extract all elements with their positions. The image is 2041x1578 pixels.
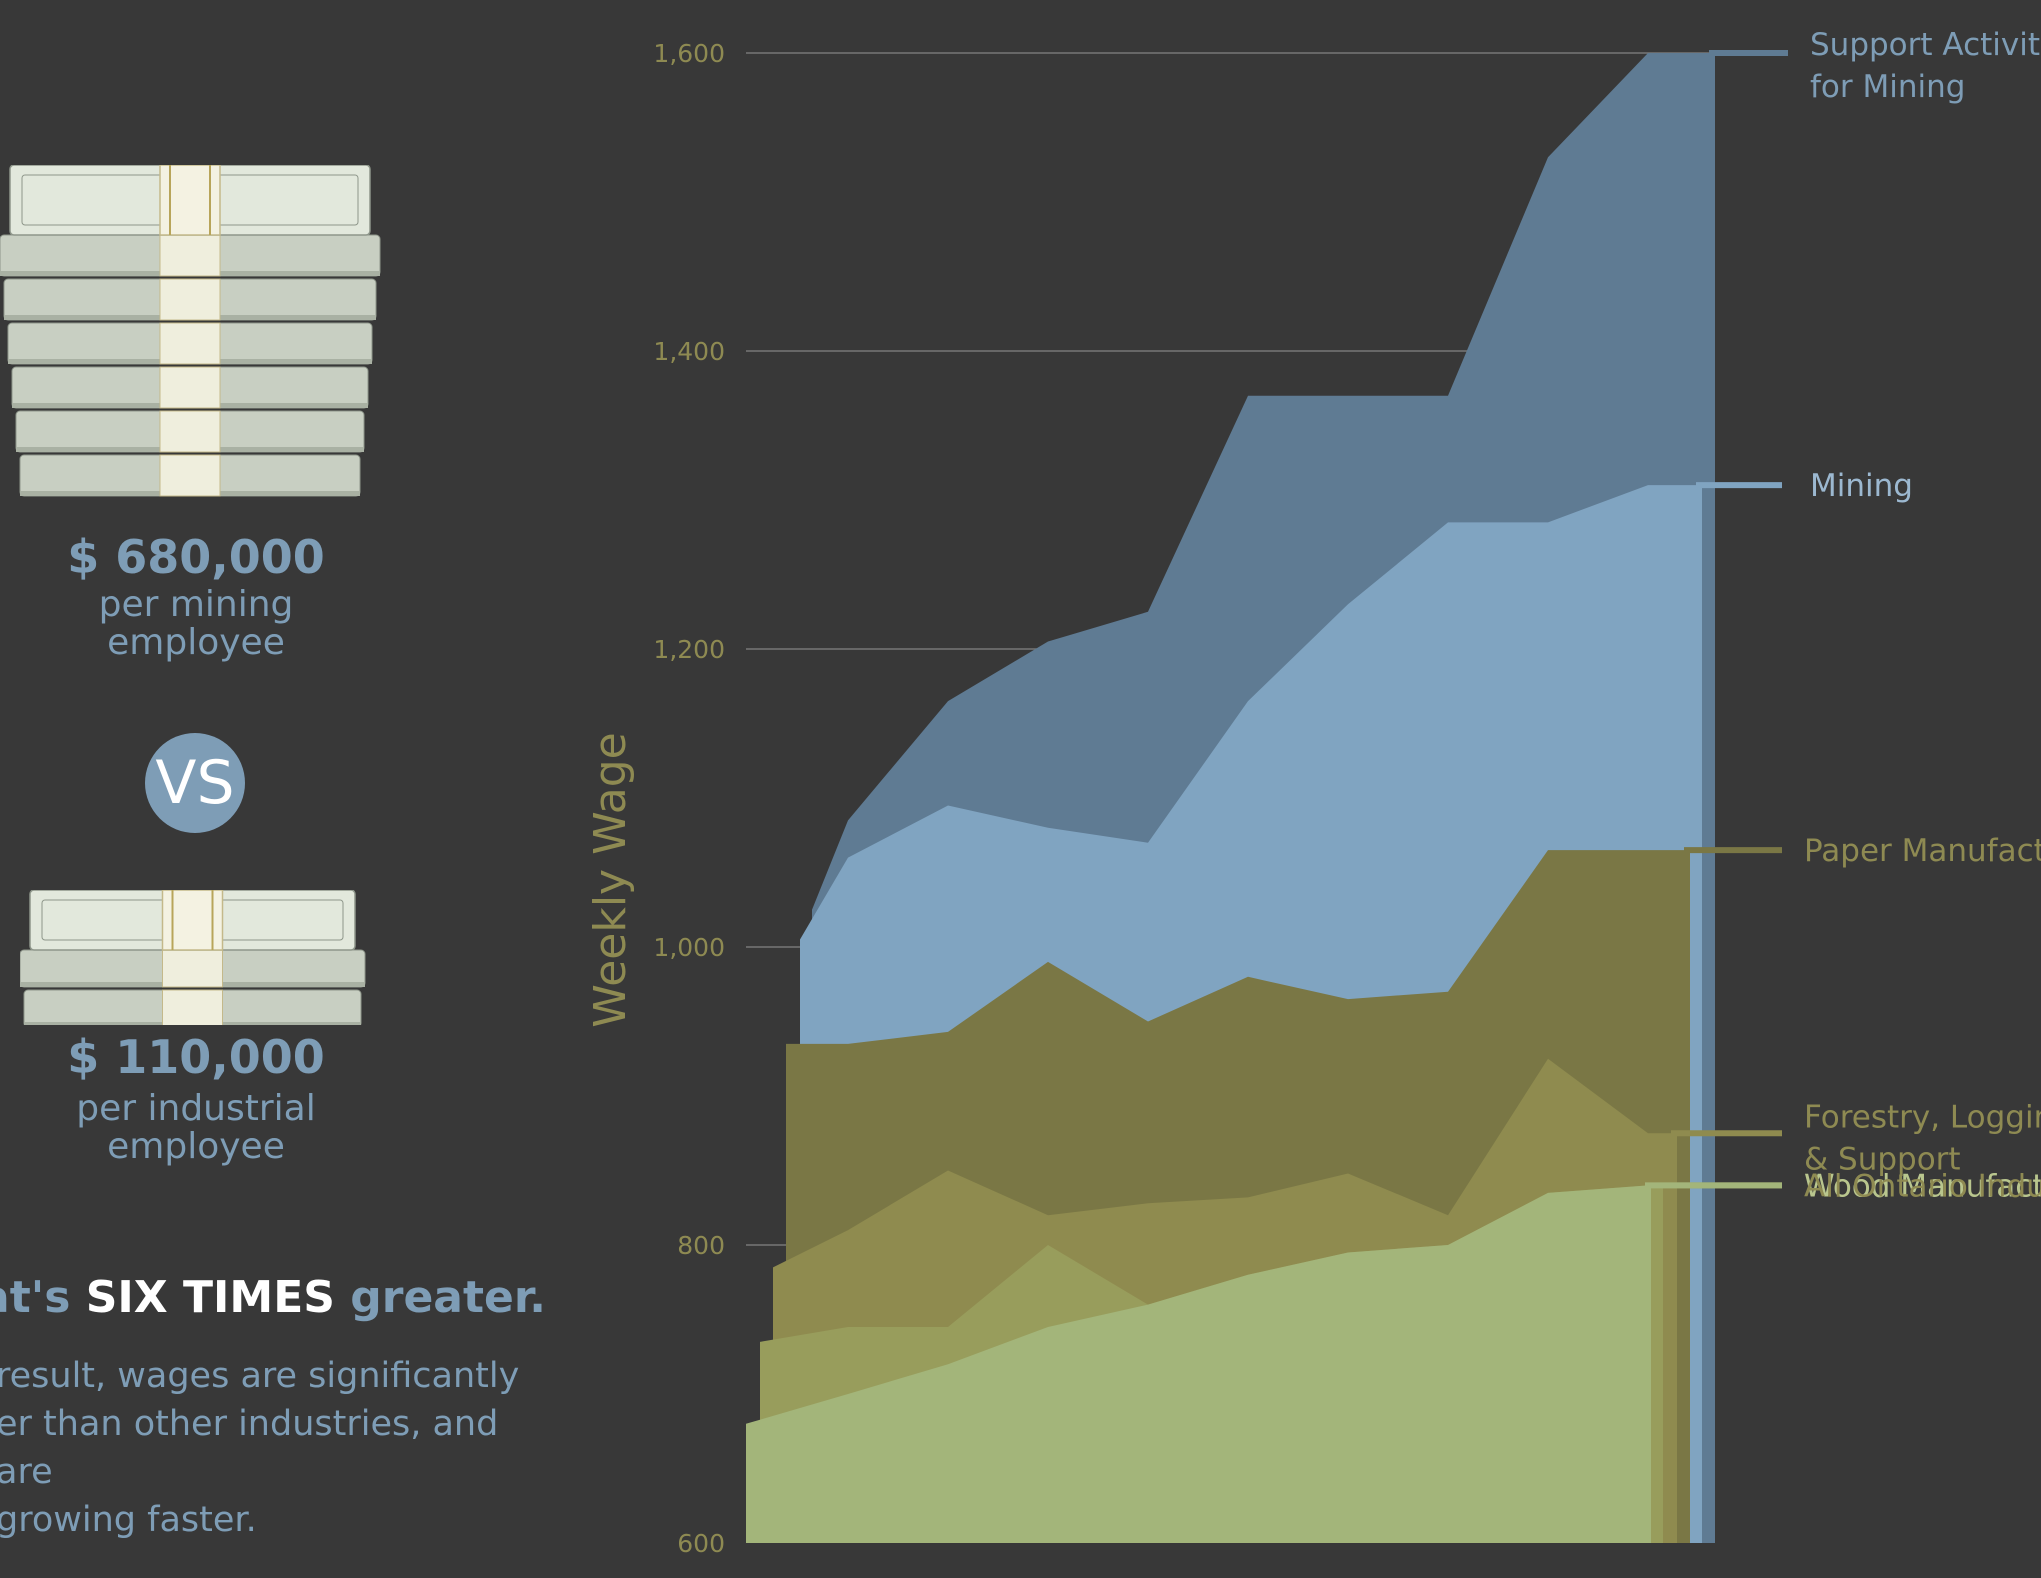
y-tick-label: 1,600 xyxy=(653,39,725,68)
y-tick-label: 1,200 xyxy=(653,635,725,664)
series-label: for Mining xyxy=(1810,69,1965,105)
tick-layer: 600 800 1,000 1,200 1,400 1,600 xyxy=(653,39,725,1558)
series-label: & Support xyxy=(1804,1141,1961,1177)
body-text: result, wages are significantly er than … xyxy=(0,1352,538,1544)
body-line: er than other industries, and are xyxy=(0,1404,499,1492)
series-label: Mining xyxy=(1810,468,1913,504)
y-axis-title: Weekly Wage xyxy=(585,732,636,1027)
headline-emphasis: SIX TIMES xyxy=(85,1272,335,1323)
label-layer: Support Activities for Mining Mining Paper … xyxy=(1804,27,2041,1204)
headline-prefix: at's xyxy=(0,1272,71,1323)
y-tick-label: 800 xyxy=(677,1231,725,1260)
area-series-5 xyxy=(746,1185,1648,1543)
mining-caption-line1: per mining xyxy=(98,584,294,625)
series-label: Forestry, Logging xyxy=(1804,1099,2041,1135)
series-label: Support Activities xyxy=(1810,27,2041,63)
money-stack-icon xyxy=(0,165,381,497)
body-line: growing faster. xyxy=(0,1500,257,1540)
industrial-caption-line2: employee xyxy=(107,1126,285,1167)
area-layer xyxy=(746,53,1712,1544)
mining-amount: $ 680,000 xyxy=(67,530,325,584)
y-tick-label: 600 xyxy=(677,1529,725,1558)
series-connector xyxy=(1671,1130,1782,1543)
body-line: result, wages are significantly xyxy=(0,1356,520,1396)
series-connector xyxy=(1645,1182,1782,1543)
y-tick-label: 1,400 xyxy=(653,337,725,366)
series-label: Wood Manufacturi xyxy=(1804,1168,2041,1204)
mining-caption-line2: employee xyxy=(107,622,285,663)
y-tick-label: 1,000 xyxy=(653,933,725,962)
connector-layer xyxy=(1645,50,1788,1543)
series-connector xyxy=(1709,50,1788,1543)
headline-suffix: greater. xyxy=(350,1272,547,1323)
vs-badge: VS xyxy=(145,733,245,833)
industrial-caption-line1: per industrial xyxy=(76,1088,316,1129)
series-label: Paper Manufacturi xyxy=(1804,833,2041,869)
series-connector xyxy=(1696,482,1782,1543)
series-label: All Ontario Industr xyxy=(1804,1168,2041,1204)
industrial-amount: $ 110,000 xyxy=(67,1030,325,1084)
headline: at's SIX TIMES greater. xyxy=(0,1272,546,1323)
comparison-panel: $ 680,000 per mining employee VS $ 110,0… xyxy=(0,0,560,1578)
money-stack-icon xyxy=(20,890,366,1025)
series-connector xyxy=(1684,847,1782,1543)
